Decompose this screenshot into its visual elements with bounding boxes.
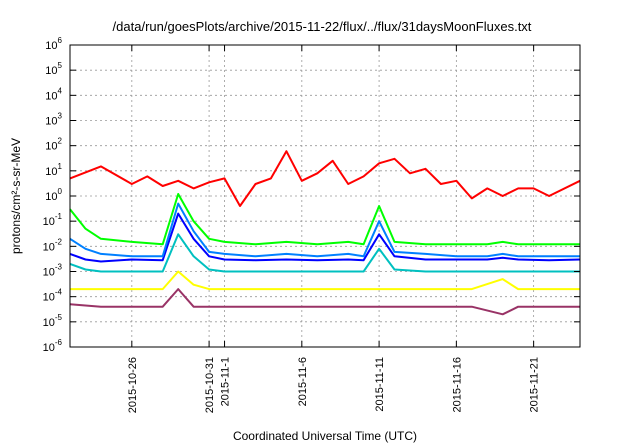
grid-lines: [70, 45, 580, 347]
series-line-6: [69, 288, 580, 316]
y-axis-label: protons/cm²-s-sr-MeV: [9, 138, 23, 254]
y-tick-label: 10-3: [43, 263, 63, 279]
x-axis: 2015-10-26 2015-10-31 2015-11-1 2015-11-6 20…: [127, 45, 541, 413]
x-tick-label: 2015-11-11: [374, 357, 386, 412]
y-tick-label: 101: [45, 162, 62, 178]
y-tick-label: 106: [45, 36, 62, 52]
x-tick-label: 2015-11-6: [297, 357, 309, 406]
x-tick-label: 2015-11-1: [220, 357, 232, 406]
x-tick-label: 2015-10-26: [127, 357, 139, 413]
y-tick-label: 102: [45, 137, 62, 153]
y-tick-label: 10-6: [43, 338, 63, 354]
chart-title: /data/run/goesPlots/archive/2015-11-22/f…: [113, 19, 532, 34]
y-tick-label: 105: [45, 61, 62, 77]
y-tick-label: 10-2: [43, 237, 63, 253]
series-line-0: [69, 150, 581, 207]
x-tick-label: 2015-10-31: [204, 357, 216, 413]
series-line-2: [69, 212, 581, 263]
y-tick-label: 103: [45, 112, 62, 128]
x-tick-label: 2015-11-16: [451, 357, 463, 412]
y-tick-label: 104: [45, 86, 62, 102]
series-line-4: [69, 233, 580, 273]
series-line-5: [70, 270, 580, 291]
y-tick-label: 10-4: [43, 288, 63, 304]
series-line-1: [69, 193, 580, 246]
series-line-3: [69, 202, 580, 258]
series-layer: [69, 150, 581, 316]
x-axis-label: Coordinated Universal Time (UTC): [233, 429, 417, 443]
y-tick-label: 100: [45, 187, 62, 203]
y-tick-label: 10-5: [43, 313, 63, 329]
y-tick-label: 10-1: [43, 212, 63, 228]
y-axis: 10-6 10-5 10-4 10-3 10-2 10-1 100 101 102 103 104 1…: [43, 36, 580, 354]
x-tick-label: 2015-11-21: [529, 357, 541, 412]
